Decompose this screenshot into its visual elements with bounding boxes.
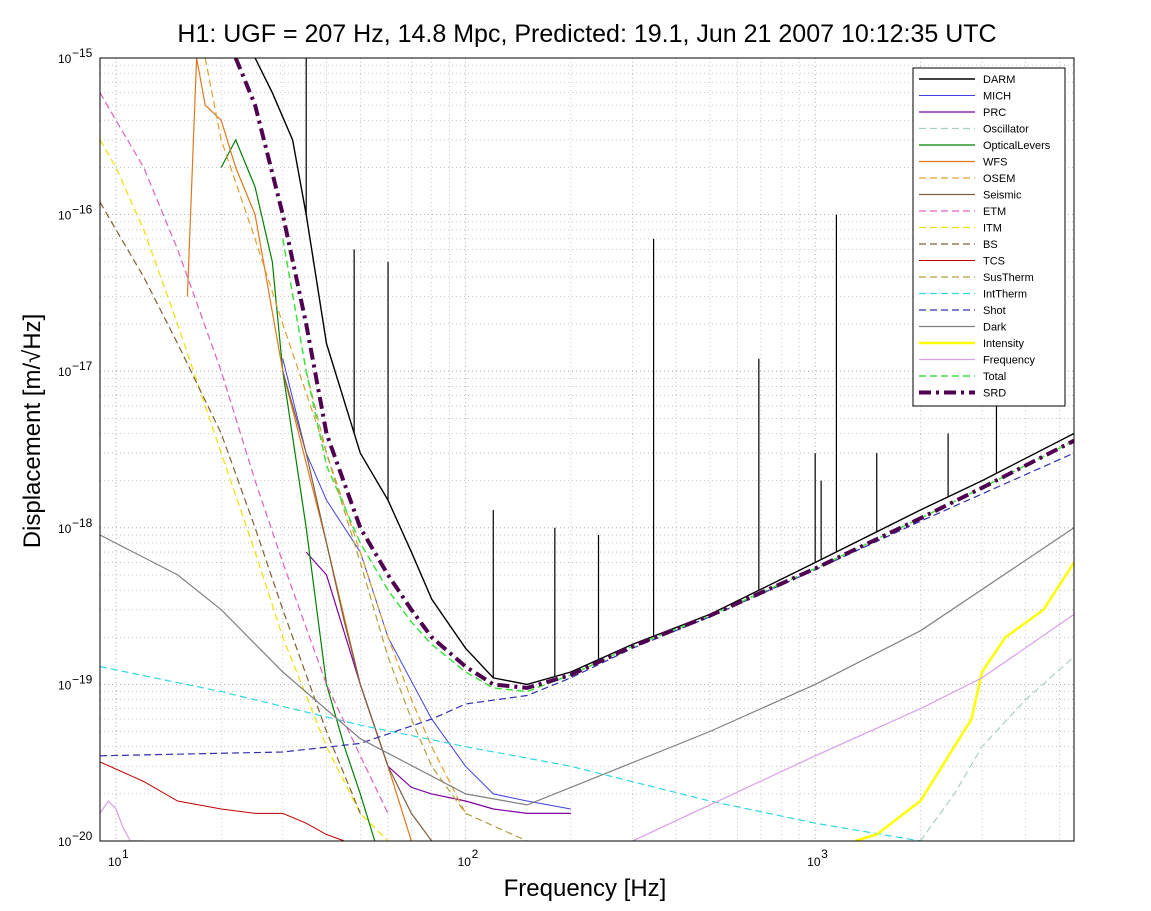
legend-label: Seismic — [983, 190, 1022, 202]
x-tick-label: 10 — [807, 855, 821, 869]
legend-label: PRC — [983, 107, 1006, 119]
x-tick-exponent: 1 — [122, 847, 129, 861]
legend: DARM MICH PRC Oscillator OpticalLevers WFS OSE… — [912, 67, 1066, 407]
legend-label: SusTherm — [983, 272, 1034, 284]
series-line-sustherm — [305, 371, 528, 841]
x-tick-label: 10 — [108, 855, 122, 869]
y-axis-label: Displacement [m/√Hz] — [19, 314, 46, 549]
legend-label: Intensity — [983, 338, 1024, 350]
y-tick-exponent: −15 — [72, 46, 93, 60]
series-line-frequency — [100, 800, 144, 841]
legend-label: WFS — [983, 157, 1007, 169]
y-tick-exponent: −19 — [72, 672, 93, 686]
legend-label: ETM — [983, 206, 1006, 218]
legend-box — [912, 67, 1066, 407]
series-line-seismic — [282, 371, 433, 841]
series-layer — [100, 58, 1074, 841]
series-line-prc — [305, 551, 571, 814]
x-tick-exponent: 3 — [821, 847, 828, 861]
plot-area — [100, 58, 1074, 841]
legend-label: Shot — [983, 305, 1006, 317]
legend-label: ITM — [983, 223, 1002, 235]
y-tick-label: 10 — [58, 52, 72, 66]
x-tick-label: 10 — [458, 855, 472, 869]
y-tick-label: 10 — [58, 835, 72, 849]
legend-label: Dark — [983, 322, 1007, 334]
legend-label: Frequency — [983, 355, 1035, 367]
series-line-frequency-high — [632, 613, 1074, 841]
legend-label: Total — [983, 371, 1006, 383]
y-tick-label: 10 — [58, 522, 72, 536]
legend-label: BS — [983, 239, 998, 251]
series-line-dark — [100, 527, 1074, 806]
series-line-etm — [100, 92, 389, 814]
x-tick-exponent: 2 — [472, 847, 479, 861]
series-line-osem — [204, 58, 467, 814]
series-line-intensity — [854, 561, 1074, 841]
y-tick-label: 10 — [58, 209, 72, 223]
legend-label: Oscillator — [983, 124, 1029, 136]
y-tick-exponent: −17 — [72, 359, 93, 373]
legend-label: DARM — [983, 74, 1015, 86]
legend-label: OSEM — [983, 173, 1015, 185]
legend-label: IntTherm — [983, 289, 1027, 301]
series-line-itm — [100, 139, 389, 841]
series-line-oscillator — [919, 656, 1074, 841]
y-tick-exponent: −16 — [72, 203, 93, 217]
legend-label: TCS — [983, 256, 1005, 268]
legend-label: SRD — [983, 388, 1006, 400]
plot-frame — [99, 57, 1075, 842]
y-tick-label: 10 — [58, 678, 72, 692]
series-line-srd — [233, 58, 1074, 690]
chart-title: H1: UGF = 207 Hz, 14.8 Mpc, Predicted: 1… — [177, 20, 996, 48]
series-line-tcs — [100, 761, 345, 841]
y-tick-exponent: −20 — [72, 829, 93, 843]
series-line-total — [282, 238, 1074, 693]
x-axis-label: Frequency [Hz] — [504, 875, 667, 902]
y-tick-label: 10 — [58, 365, 72, 379]
series-line-inttherm — [100, 666, 921, 841]
y-tick-exponent: −18 — [72, 516, 93, 530]
legend-label: MICH — [983, 91, 1011, 103]
series-line-mich — [282, 358, 571, 810]
series-line-shot — [100, 452, 1074, 757]
series-line-opticallevers — [220, 138, 376, 841]
series-line-bs — [100, 201, 361, 814]
legend-label: OpticalLevers — [983, 140, 1051, 152]
